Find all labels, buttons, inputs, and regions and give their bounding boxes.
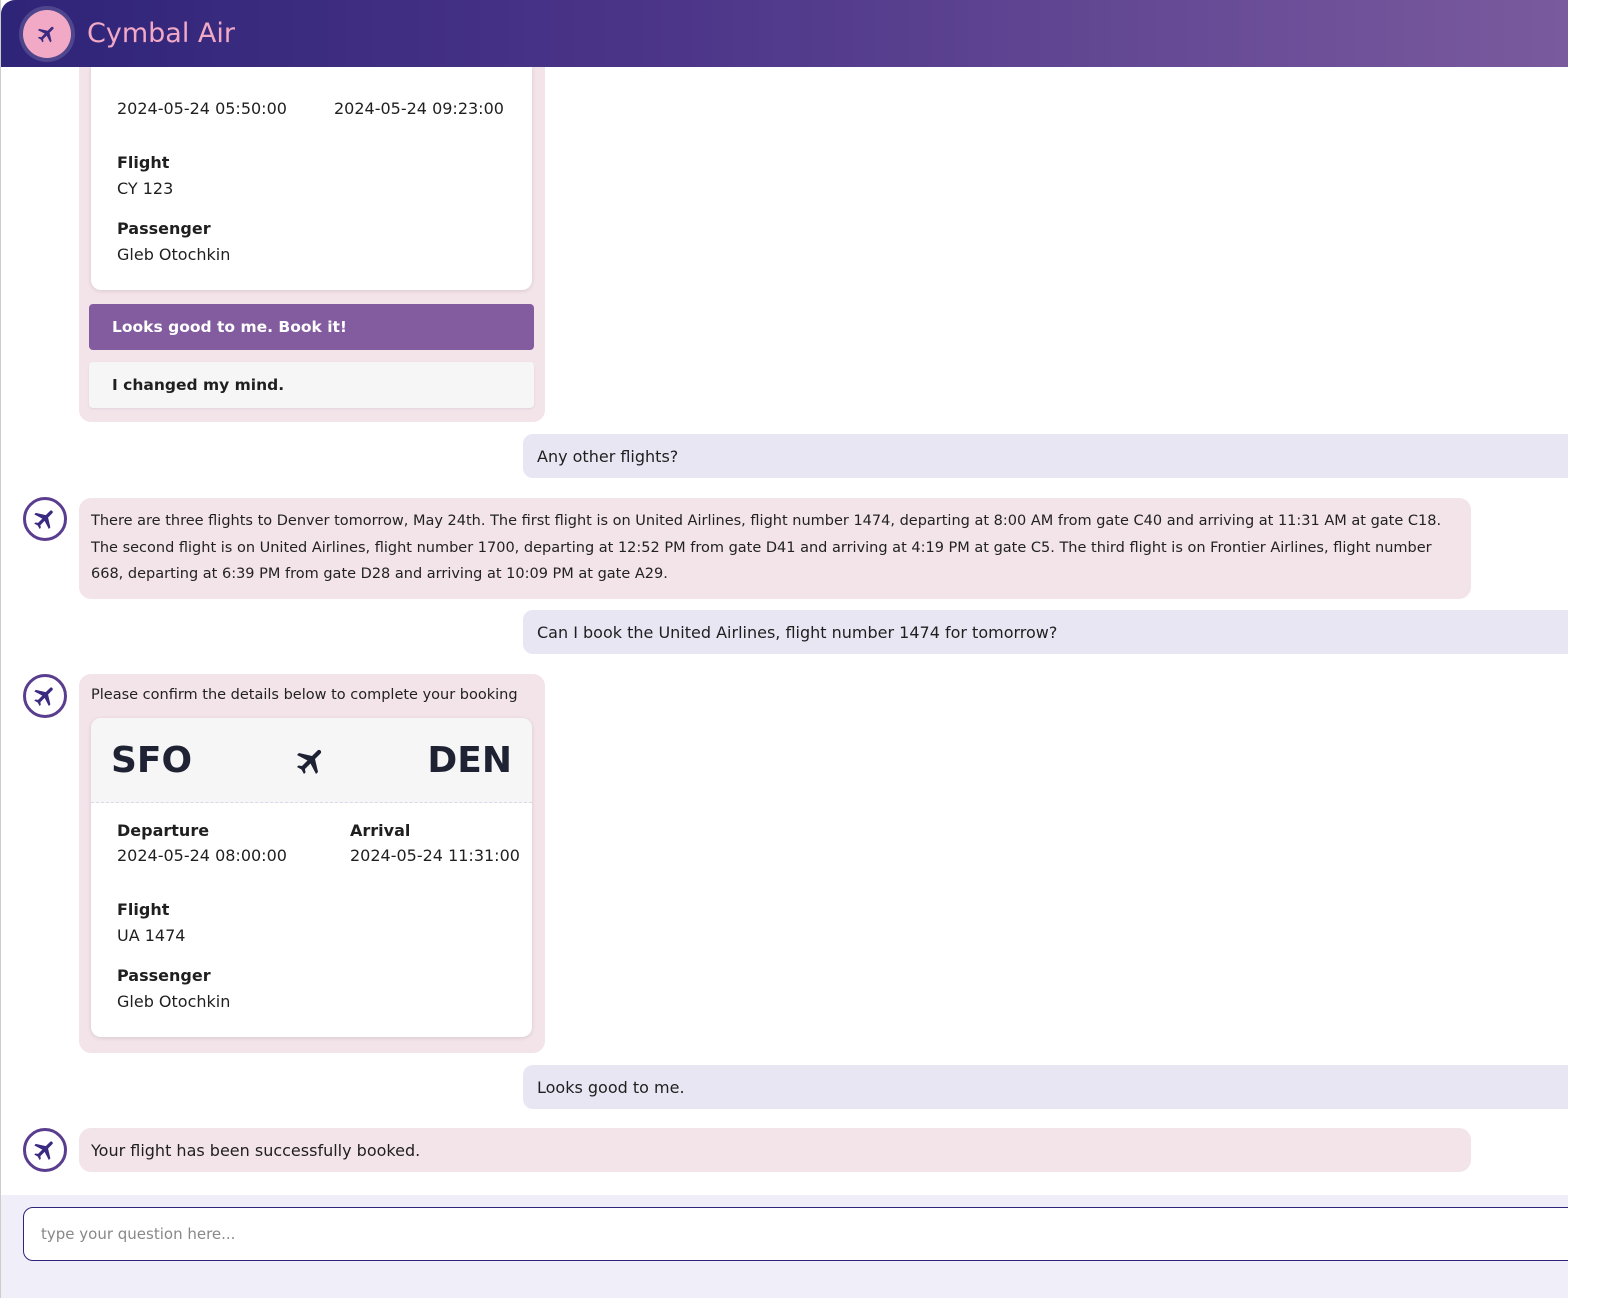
confirm-booking-button[interactable]: Looks good to me. Book it! [89, 304, 534, 350]
airplane-icon [36, 23, 58, 45]
app-header: Cymbal Air [1, 0, 1568, 67]
bot-message-text: Your flight has been successfully booked… [91, 1140, 421, 1160]
airplane-icon [32, 1137, 58, 1163]
flight-label: Flight [117, 153, 170, 172]
cancel-booking-button[interactable]: I changed my mind. [89, 362, 534, 408]
user-message: Looks good to me. [523, 1065, 1568, 1109]
input-area [1, 1195, 1568, 1298]
airplane-icon [32, 683, 58, 709]
logo [23, 9, 71, 58]
chat-transcript[interactable]: 2024-05-24 05:50:00 2024-05-24 09:23:00 … [1, 67, 1568, 1195]
bot-avatar [23, 674, 67, 718]
airplane-icon [32, 506, 58, 532]
departure-value: 2024-05-24 05:50:00 [117, 99, 287, 118]
flight-value: CY 123 [117, 179, 174, 198]
arrival-value: 2024-05-24 09:23:00 [334, 99, 504, 118]
passenger-value: Gleb Otochkin [117, 992, 231, 1011]
user-message-text: Looks good to me. [537, 1077, 685, 1097]
bot-avatar [23, 1128, 67, 1172]
bot-message-booking: 2024-05-24 05:50:00 2024-05-24 09:23:00 … [79, 67, 545, 422]
bot-avatar [23, 497, 67, 541]
passenger-label: Passenger [117, 966, 211, 985]
flight-label: Flight [117, 900, 170, 919]
booking-card: 2024-05-24 05:50:00 2024-05-24 09:23:00 … [91, 67, 532, 290]
airplane-icon [294, 744, 328, 778]
arrival-label: Arrival [350, 821, 411, 840]
user-message-text: Any other flights? [537, 446, 679, 466]
app-title: Cymbal Air [87, 18, 235, 49]
booking-card: SFO DEN Departure 2024-05-24 08:00:00 Ar… [91, 718, 532, 1037]
user-message: Any other flights? [523, 434, 1568, 478]
bot-message: Your flight has been successfully booked… [79, 1128, 1471, 1172]
departure-label: Departure [117, 821, 210, 840]
origin-code: SFO [111, 740, 193, 781]
passenger-value: Gleb Otochkin [117, 245, 231, 264]
user-message: Can I book the United Airlines, flight n… [523, 610, 1568, 654]
destination-code: DEN [427, 740, 512, 781]
departure-value: 2024-05-24 08:00:00 [117, 846, 287, 865]
arrival-value: 2024-05-24 11:31:00 [350, 846, 520, 865]
user-message-text: Can I book the United Airlines, flight n… [537, 622, 1058, 642]
bot-message-booking: Please confirm the details below to comp… [79, 674, 545, 1053]
question-input[interactable] [23, 1207, 1568, 1261]
bot-message: There are three flights to Denver tomorr… [79, 498, 1471, 599]
booking-intro: Please confirm the details below to comp… [91, 687, 518, 703]
passenger-label: Passenger [117, 219, 211, 238]
route-header: SFO DEN [91, 718, 532, 803]
flight-value: UA 1474 [117, 926, 186, 945]
